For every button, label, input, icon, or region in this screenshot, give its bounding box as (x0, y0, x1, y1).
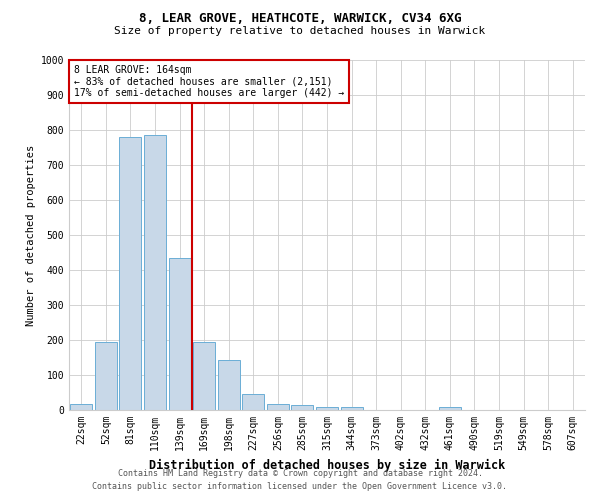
Text: 8, LEAR GROVE, HEATHCOTE, WARWICK, CV34 6XG: 8, LEAR GROVE, HEATHCOTE, WARWICK, CV34 … (139, 12, 461, 26)
Bar (169, 258, 191, 410)
Bar (70, 404, 92, 410)
Text: 8 LEAR GROVE: 164sqm
← 83% of detached houses are smaller (2,151)
17% of semi-de: 8 LEAR GROVE: 164sqm ← 83% of detached h… (74, 66, 344, 98)
Text: Contains HM Land Registry data © Crown copyright and database right 2024.
Contai: Contains HM Land Registry data © Crown c… (92, 470, 508, 491)
Bar (193, 342, 215, 410)
Bar (95, 342, 117, 410)
Text: Size of property relative to detached houses in Warwick: Size of property relative to detached ho… (115, 26, 485, 36)
X-axis label: Distribution of detached houses by size in Warwick: Distribution of detached houses by size … (149, 458, 505, 471)
Bar (292, 406, 313, 410)
Bar (144, 135, 166, 410)
Bar (439, 407, 461, 410)
Bar (316, 406, 338, 410)
Bar (267, 404, 289, 410)
Y-axis label: Number of detached properties: Number of detached properties (26, 144, 37, 326)
Bar (242, 394, 265, 410)
Bar (218, 360, 240, 410)
Bar (341, 406, 362, 410)
Bar (119, 137, 142, 410)
